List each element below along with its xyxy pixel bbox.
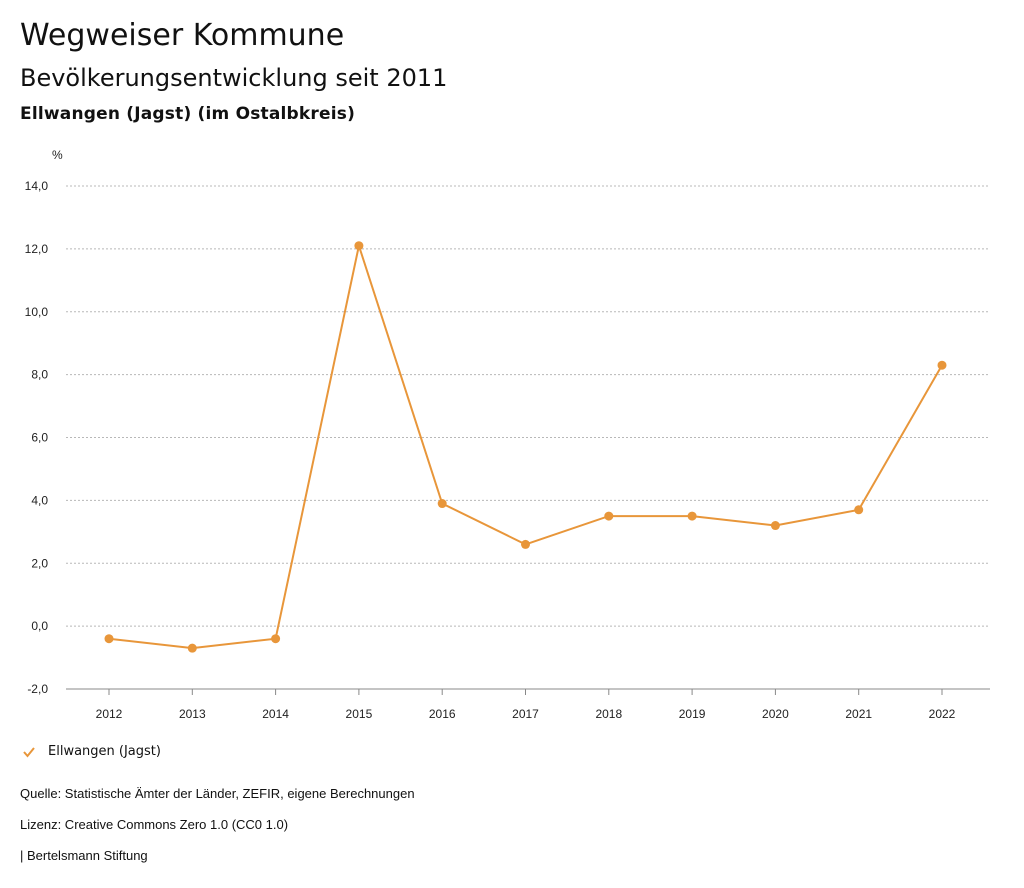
data-point[interactable]	[104, 634, 114, 644]
y-tick-label: 0,0	[31, 619, 48, 633]
y-tick-label: 10,0	[25, 305, 49, 319]
x-tick-label: 2021	[845, 707, 872, 721]
region-label: Ellwangen (Jagst) (im Ostalbkreis)	[20, 104, 356, 124]
data-point[interactable]	[854, 505, 864, 515]
y-tick-label: 8,0	[31, 368, 48, 382]
y-tick-label: 6,0	[31, 431, 48, 445]
y-axis-unit-label: %	[52, 148, 63, 162]
publisher-note: | Bertelsmann Stiftung	[20, 848, 148, 863]
source-note: Quelle: Statistische Ämter der Länder, Z…	[20, 786, 415, 801]
x-tick-label: 2013	[179, 707, 206, 721]
y-tick-label: 4,0	[31, 493, 48, 507]
legend-label: Ellwangen (Jagst)	[48, 744, 161, 759]
y-tick-label: -2,0	[27, 682, 48, 696]
data-point[interactable]	[937, 360, 947, 370]
checkmark-icon	[23, 746, 35, 758]
x-tick-label: 2012	[96, 707, 123, 721]
y-tick-label: 2,0	[31, 556, 48, 570]
x-tick-label: 2015	[346, 707, 373, 721]
x-tick-label: 2018	[595, 707, 622, 721]
x-tick-label: 2020	[762, 707, 789, 721]
line-chart: % 14,0 12,0 10,0 8,0 6,0 4,0 2,0 0,0 -2,0 2012 20…	[25, 148, 990, 721]
data-point[interactable]	[437, 499, 447, 509]
data-point[interactable]	[604, 511, 614, 521]
data-point[interactable]	[770, 521, 780, 531]
y-tick-label: 12,0	[25, 242, 49, 256]
series-line	[108, 241, 943, 650]
x-tick-label: 2014	[262, 707, 289, 721]
data-point[interactable]	[687, 511, 697, 521]
data-point[interactable]	[187, 643, 197, 653]
x-tick-label: 2022	[929, 707, 956, 721]
data-point[interactable]	[354, 241, 364, 251]
license-note: Lizenz: Creative Commons Zero 1.0 (CC0 1…	[20, 817, 289, 832]
data-point[interactable]	[271, 634, 281, 644]
legend[interactable]: Ellwangen (Jagst)	[22, 744, 161, 759]
page-title: Wegweiser Kommune	[20, 18, 345, 53]
chart-subtitle: Bevölkerungsentwicklung seit 2011	[20, 64, 448, 92]
x-tick-label: 2016	[429, 707, 456, 721]
data-point[interactable]	[521, 539, 530, 549]
y-tick-label: 14,0	[25, 179, 49, 193]
x-tick-label: 2017	[512, 707, 539, 721]
x-tick-label: 2019	[679, 707, 706, 721]
